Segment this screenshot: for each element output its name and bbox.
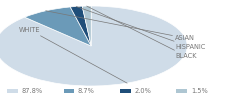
Text: 2.0%: 2.0% xyxy=(134,88,151,94)
Text: WHITE: WHITE xyxy=(19,27,127,83)
Text: ASIAN: ASIAN xyxy=(46,11,195,41)
Wedge shape xyxy=(70,6,91,46)
Text: 87.8%: 87.8% xyxy=(22,88,43,94)
Text: HISPANIC: HISPANIC xyxy=(76,6,206,50)
Text: BLACK: BLACK xyxy=(87,6,197,59)
Wedge shape xyxy=(82,6,91,46)
FancyBboxPatch shape xyxy=(176,89,187,93)
Wedge shape xyxy=(0,6,187,86)
FancyBboxPatch shape xyxy=(7,89,18,93)
Wedge shape xyxy=(25,7,91,46)
FancyBboxPatch shape xyxy=(120,89,131,93)
FancyBboxPatch shape xyxy=(64,89,74,93)
Text: 8.7%: 8.7% xyxy=(78,88,95,94)
Text: 1.5%: 1.5% xyxy=(191,88,208,94)
